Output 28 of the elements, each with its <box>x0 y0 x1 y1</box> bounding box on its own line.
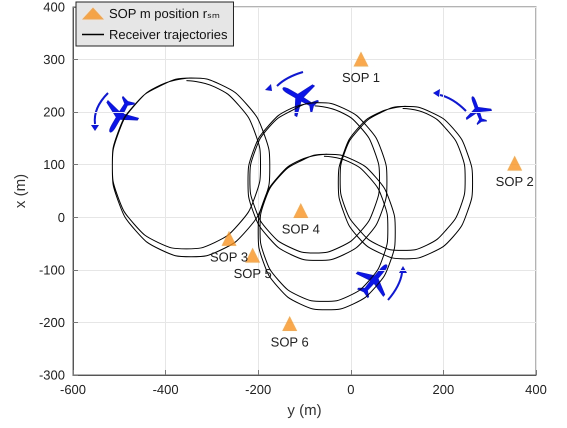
annotation: SOP 3 <box>210 249 248 264</box>
x-tick-label: -200 <box>245 382 272 397</box>
x-tick-label: 400 <box>525 382 547 397</box>
x-tick-label: 0 <box>347 382 354 397</box>
y-axis-title: x (m) <box>12 174 30 208</box>
y-tick-label: -200 <box>38 314 65 330</box>
y-tick-label: -300 <box>38 368 65 382</box>
annotation: SOP 6 <box>270 334 309 350</box>
point <box>507 156 522 171</box>
point <box>353 52 368 67</box>
legend-label: Receiver trajectories <box>109 27 228 42</box>
annotation: SOP 1 <box>342 70 380 86</box>
y-tick-label: -100 <box>38 262 65 278</box>
point <box>222 230 237 246</box>
x-tick-label: -400 <box>152 382 179 397</box>
annotation: SOP 2 <box>496 174 534 190</box>
point <box>282 316 298 331</box>
x-tick-label: 200 <box>432 382 454 397</box>
y-tick-label: 0 <box>58 210 65 225</box>
x-tick-label: -600 <box>60 382 86 397</box>
y-tick-label: 100 <box>43 157 65 172</box>
point <box>293 202 308 218</box>
legend-label: SOP m position rₛₘ <box>109 6 220 21</box>
annotation: SOP 4 <box>282 221 320 236</box>
y-tick-label: 400 <box>43 0 65 14</box>
x-axis-title: y (m) <box>287 402 322 419</box>
y-tick-label: 200 <box>43 104 65 120</box>
y-tick-label: 300 <box>43 52 65 68</box>
